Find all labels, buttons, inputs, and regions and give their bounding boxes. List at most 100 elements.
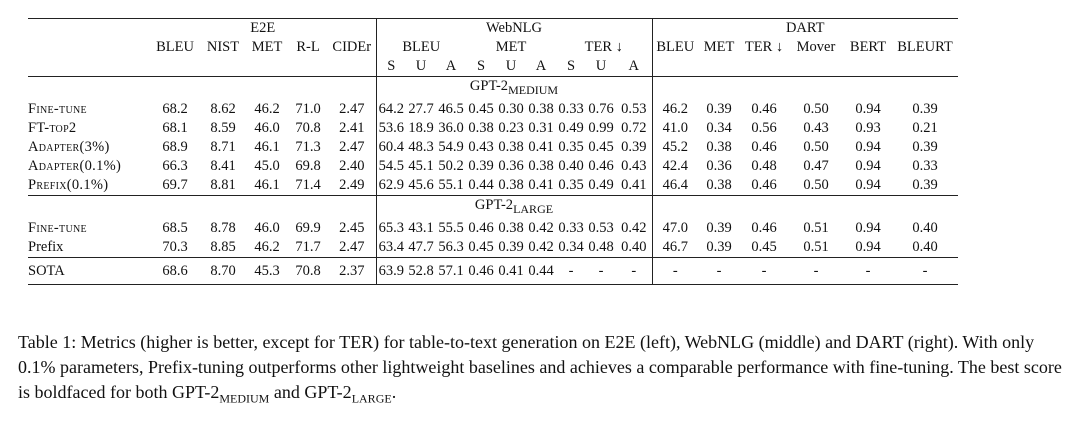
table-cell: 0.39 xyxy=(706,100,732,117)
table-cell: - xyxy=(698,256,740,285)
table-cell: 0.93 xyxy=(855,119,881,136)
subset-header: S xyxy=(566,58,576,74)
table-cell: 71.7 xyxy=(295,238,321,255)
table-cell: 8.41 xyxy=(210,157,236,174)
table-cell: 0.38 xyxy=(498,219,524,236)
table-cell: 63.9 xyxy=(375,256,406,285)
table-cell: 68.2 xyxy=(162,100,188,117)
table-cell: 46.0 xyxy=(254,119,280,136)
table-cell: 8.85 xyxy=(210,238,236,255)
table-cell: 0.43 xyxy=(621,157,647,174)
method-name: Adapter(3%) xyxy=(28,138,110,155)
table-cell: 46.4 xyxy=(651,175,698,196)
table-cell: 45.3 xyxy=(246,256,288,285)
table-cell: 53.6 xyxy=(375,118,406,138)
section-model: GPT-2 xyxy=(469,78,509,94)
table-cell: 0.30 xyxy=(498,100,524,117)
table-row: Prefix 70.3 8.85 46.2 71.7 2.47 63.4 47.7 56.3 0.… xyxy=(28,237,958,258)
table-cell: 0.94 xyxy=(855,238,881,255)
table-cell: 56.3 xyxy=(438,238,464,255)
table-cell: 69.8 xyxy=(295,157,321,174)
table-cell: 71.0 xyxy=(295,100,321,117)
table-cell: 0.46 xyxy=(751,219,777,236)
table-cell: 0.38 xyxy=(468,119,494,136)
table-cell: 50.2 xyxy=(438,157,464,174)
table-cell: 0.49 xyxy=(588,176,614,193)
col-header: Mover xyxy=(796,39,836,55)
table-cell: 0.50 xyxy=(803,138,829,155)
table-cell: 0.42 xyxy=(528,238,554,255)
table-cell: 48.3 xyxy=(408,138,434,155)
table-cell: 0.46 xyxy=(751,138,777,155)
subset-header: U xyxy=(415,58,427,74)
table-cell: 0.35 xyxy=(558,138,584,155)
table-cell: 0.43 xyxy=(803,119,829,136)
caption-text: and xyxy=(269,382,305,402)
table-cell: 45.2 xyxy=(651,137,698,157)
table-cell: 0.34 xyxy=(706,119,732,136)
table-caption: Table 1: Metrics (higher is better, exce… xyxy=(18,330,1068,412)
table-cell: 0.41 xyxy=(496,256,526,285)
col-header: MET xyxy=(495,39,527,55)
table-cell: 70.8 xyxy=(288,256,328,285)
table-cell: 55.1 xyxy=(438,176,464,193)
table-cell: 64.2 xyxy=(375,99,406,119)
method-name: SOTA xyxy=(28,256,150,285)
table-cell: 0.41 xyxy=(528,176,554,193)
table-cell: 0.40 xyxy=(621,238,647,255)
table-cell: 0.53 xyxy=(588,219,614,236)
table-cell: 0.40 xyxy=(558,157,584,174)
col-header: TER ↓ xyxy=(744,39,784,55)
results-table: E2E WebNLG DART BLEU NIST MET R-L CIDEr … xyxy=(28,18,958,285)
subset-header: A xyxy=(628,58,639,74)
table-cell: 0.44 xyxy=(468,176,494,193)
table-row: Adapter(0.1%) 66.3 8.41 45.0 69.8 2.40 54.5 45.… xyxy=(28,156,958,176)
table-cell: 0.46 xyxy=(751,176,777,193)
table-cell: 2.47 xyxy=(339,100,365,117)
table-cell: 71.3 xyxy=(295,138,321,155)
table-cell: 65.3 xyxy=(375,218,406,238)
subset-header: S xyxy=(476,58,486,74)
table-cell: 2.37 xyxy=(328,256,376,285)
section-title: GPT-2LARGE xyxy=(375,194,652,219)
table-cell: - xyxy=(616,256,652,285)
col-header: BERT xyxy=(849,39,887,55)
table-cell: 0.40 xyxy=(912,238,938,255)
group-webnlg: WebNLG xyxy=(375,18,652,38)
table-cell: 52.8 xyxy=(406,256,436,285)
table-cell: 0.39 xyxy=(706,238,732,255)
table-cell: 46.7 xyxy=(651,237,698,258)
table-cell: 0.46 xyxy=(751,100,777,117)
table-cell: 18.9 xyxy=(408,119,434,136)
table-cell: 0.39 xyxy=(468,157,494,174)
method-name: Prefix xyxy=(28,238,64,255)
table-cell: 8.62 xyxy=(210,100,236,117)
table-cell: 42.4 xyxy=(651,156,698,176)
table-cell: 68.6 xyxy=(150,256,200,285)
group-dart: DART xyxy=(651,18,958,38)
table-cell: 0.45 xyxy=(751,238,777,255)
col-header: R-L xyxy=(296,39,320,55)
table-cell: 46.1 xyxy=(254,138,280,155)
caption-text: Table 1: Metrics (higher is better, exce… xyxy=(18,332,1035,352)
table-cell: 0.45 xyxy=(468,100,494,117)
section-model: GPT-2 xyxy=(474,196,514,213)
table-cell: - xyxy=(651,256,698,285)
method-name: Adapter(0.1%) xyxy=(28,157,122,174)
table-cell: 0.39 xyxy=(498,238,524,255)
table-cell: 0.42 xyxy=(621,219,647,236)
subset-header: U xyxy=(505,58,517,74)
col-header: BLEU xyxy=(375,38,466,57)
method-name: Prefix(0.1%) xyxy=(28,176,109,193)
table-cell: 0.48 xyxy=(588,238,614,255)
table-cell: 0.94 xyxy=(855,138,881,155)
table-body: GPT-2MEDIUM Fine-tune 68.2 8.62 46.2 71.0 2.47… xyxy=(28,75,958,285)
table-cell: 2.41 xyxy=(339,119,365,136)
table-cell: 0.38 xyxy=(498,176,524,193)
section-header-row: GPT-2MEDIUM xyxy=(28,75,958,100)
table-cell: 46.2 xyxy=(254,238,280,255)
table-cell: - xyxy=(556,256,586,285)
table-cell: 71.4 xyxy=(295,176,321,193)
table-row-sota: SOTA 68.6 8.70 45.3 70.8 2.37 63.9 52.8 57.1 0.46… xyxy=(28,256,958,285)
table-cell: 8.81 xyxy=(210,176,236,193)
